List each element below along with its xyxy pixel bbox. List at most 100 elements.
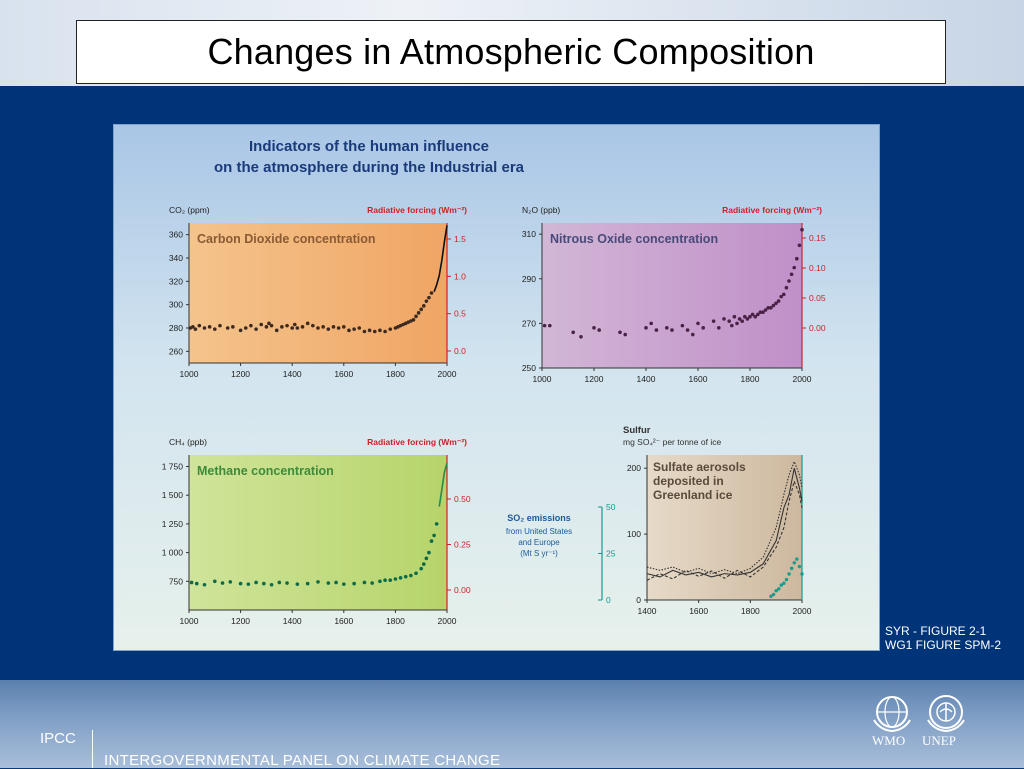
data-point [378,328,382,333]
x-tick-label: 1400 [283,369,302,379]
emissions-point [797,564,802,569]
data-point [249,323,253,328]
data-point [300,325,305,329]
right-tick-label: 1.5 [454,234,466,244]
emissions-point [800,572,804,576]
x-tick-label: 1200 [231,369,250,379]
data-point [218,323,222,328]
chart-panel-3: 1000 1200 1400 1600 1800 2000 750 1 000 1 250 1 5… [162,437,471,626]
data-point [414,571,418,576]
data-point [370,581,374,585]
data-point [691,332,695,337]
emissions-axis-sub: from United States [506,527,572,536]
data-point [334,580,338,585]
data-point [383,329,387,334]
data-point [548,323,552,328]
data-point [246,582,251,586]
data-point [797,243,802,248]
data-point [292,322,297,327]
data-point [352,327,356,331]
data-point [779,294,783,299]
data-point [231,325,235,329]
x-tick-label: 2000 [438,616,457,626]
data-point [225,326,230,330]
data-point [644,326,648,330]
emissions-point [787,572,791,576]
data-point [696,321,700,326]
emissions-point [774,589,778,593]
data-point [262,581,266,586]
right-axis-label: Radiative forcing (Wm⁻²) [722,205,822,215]
data-point [429,291,434,295]
data-point [784,285,789,290]
emissions-point [795,557,799,561]
data-point [305,321,310,326]
data-point [427,295,431,300]
x-tick-label: 1800 [741,374,760,384]
data-point [424,556,429,561]
data-point [701,326,705,330]
data-point [194,581,199,586]
data-point [378,579,382,584]
data-point [735,321,739,326]
data-point [213,327,217,331]
data-point [411,318,416,322]
ipcc-label: IPCC [40,730,76,747]
figure-title-line2: on the atmosphere during the Industrial … [214,159,525,176]
data-point [393,577,398,581]
right-axis-label: Radiative forcing (Wm⁻²) [367,205,467,215]
data-point [730,323,734,328]
data-point [331,325,336,329]
data-point [432,533,436,538]
data-point [592,326,596,330]
panel-title: Methane concentration [197,464,334,478]
data-point [665,326,669,330]
right-tick-label: 0.0 [454,346,466,356]
data-point [285,323,289,328]
left-axis-unit: mg SO₄²⁻ per tonne of ice [623,437,721,447]
data-series-line [646,479,803,581]
data-point [623,332,627,337]
data-point [280,325,284,329]
data-point [398,576,403,580]
x-tick-label: 1200 [585,374,604,384]
data-point [745,317,750,321]
chart-panel-2: 1000 1200 1400 1600 1800 2000 250 270 290 310 0.00… [522,205,826,384]
x-tick-label: 1600 [689,374,708,384]
figure-svg: Indicators of the human influence on the… [162,138,826,626]
slide-title-box: Changes in Atmospheric Composition [76,20,946,84]
right-tick-label: 0.15 [809,233,826,243]
right-tick-label: 0.50 [454,494,471,504]
left-axis-label: CO₂ (ppm) [169,205,210,215]
data-point [388,327,393,331]
emissions-point [782,581,786,585]
data-point [427,550,431,555]
data-point [409,573,413,578]
data-point [761,310,765,315]
unep-label: UNEP [922,733,956,748]
wmo-logo-icon [873,696,911,733]
y-tick-label: 270 [522,318,536,328]
data-point [191,325,195,329]
x-tick-label: 1800 [386,369,405,379]
data-point [336,326,341,330]
x-tick-label: 2000 [793,374,812,384]
data-point [743,314,747,319]
data-point [782,292,786,297]
y-tick-label: 1 750 [162,461,184,471]
y-tick-label: 320 [169,276,183,286]
data-point [316,326,320,330]
data-point [750,312,755,317]
data-series-line [646,460,803,575]
data-point [269,582,274,587]
y-tick-label: 250 [522,363,536,373]
data-point [419,566,424,571]
data-point [737,317,742,321]
emissions-point [792,561,796,565]
plot-area [647,455,802,600]
data-point [748,314,752,319]
x-tick-label: 1600 [689,606,708,616]
data-point [285,581,289,585]
emissions-tick-label: 25 [606,549,616,559]
